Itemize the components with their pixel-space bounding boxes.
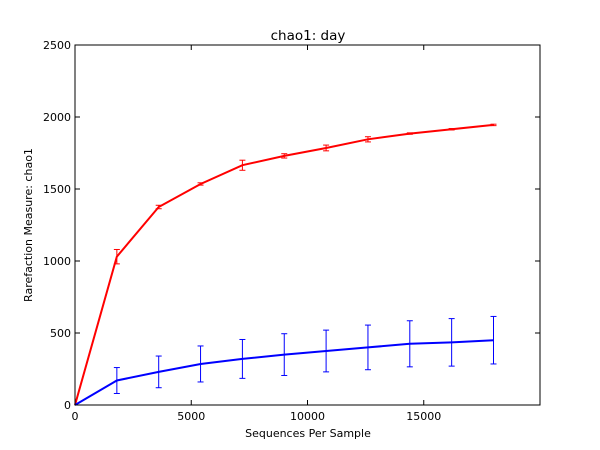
error-bar xyxy=(197,182,204,186)
chart-title: chao1: day xyxy=(271,28,346,44)
error-bar xyxy=(113,248,120,265)
error-bar xyxy=(406,320,413,368)
error-bar xyxy=(239,159,246,171)
y-tick-label: 2000 xyxy=(43,111,71,124)
error-bar xyxy=(239,338,246,379)
x-tick-label: 10000 xyxy=(290,410,325,423)
plot-area: 0 5000 10000 15000 0 500 1000 1500 2000 2500 xyxy=(43,39,541,423)
error-bar xyxy=(155,355,162,389)
x-axis-label: Sequences Per Sample xyxy=(245,427,371,440)
error-bar xyxy=(281,153,288,159)
error-bar xyxy=(364,136,371,143)
error-bar xyxy=(323,329,330,373)
y-axis-label: Rarefaction Measure: chao1 xyxy=(22,148,35,302)
x-tick-label: 0 xyxy=(72,410,79,423)
error-bar xyxy=(113,367,120,394)
error-bar xyxy=(490,123,497,127)
error-bar xyxy=(281,333,288,376)
error-bar xyxy=(448,318,455,367)
error-bar xyxy=(490,315,497,365)
x-tick-label: 5000 xyxy=(177,410,205,423)
y-tick-label: 0 xyxy=(64,399,71,412)
error-bar xyxy=(323,144,330,152)
y-tick-label: 1500 xyxy=(43,183,71,196)
error-bar xyxy=(448,128,455,131)
y-tick-label: 2500 xyxy=(43,39,71,52)
y-tick-label: 1000 xyxy=(43,255,71,268)
error-bar xyxy=(364,324,371,371)
x-tick-label: 15000 xyxy=(406,410,441,423)
error-bar xyxy=(406,132,413,135)
y-tick-label: 500 xyxy=(50,327,71,340)
error-bar xyxy=(155,204,162,210)
error-bar xyxy=(197,345,204,383)
